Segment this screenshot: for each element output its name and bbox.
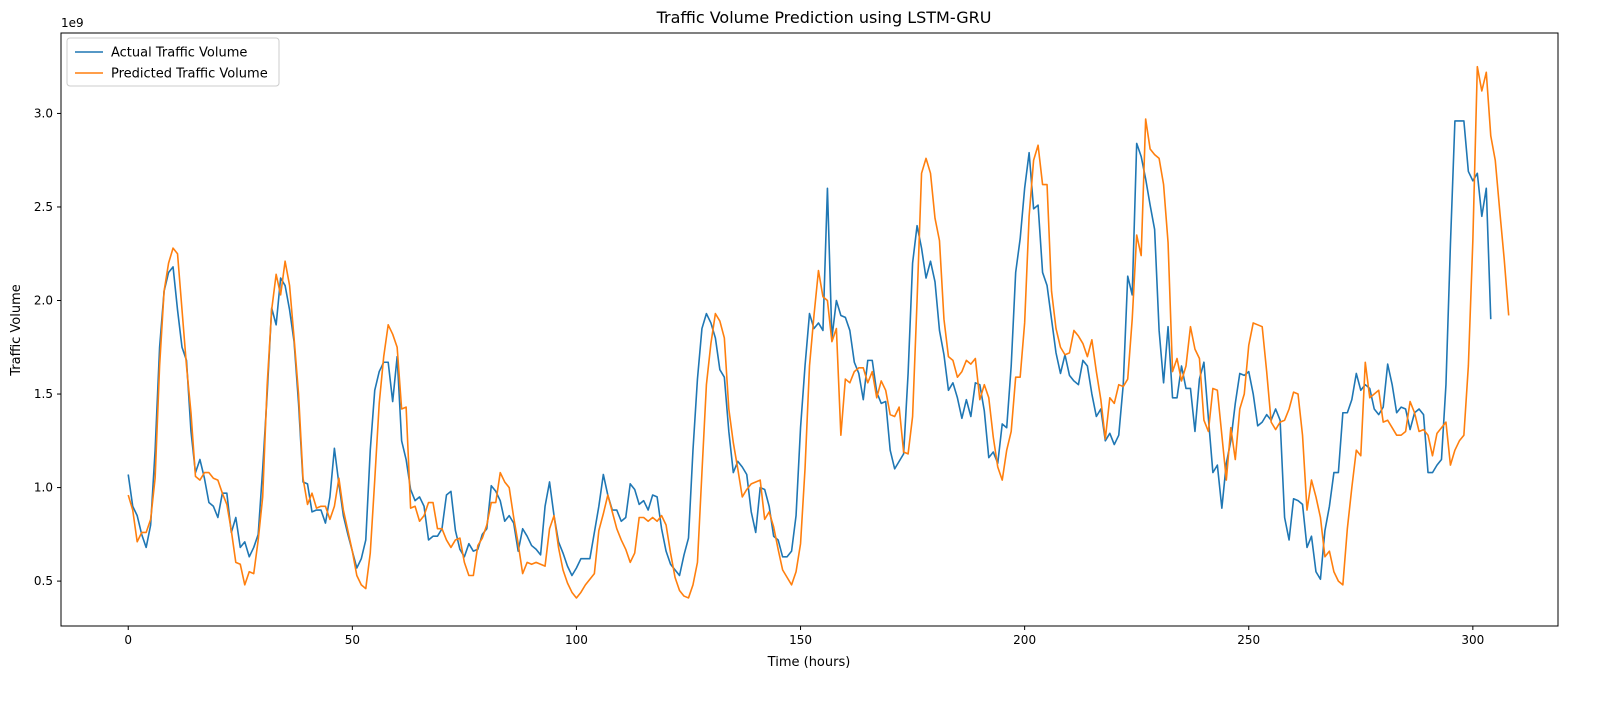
y-tick-label: 0.5 xyxy=(34,574,53,588)
x-tick-label: 300 xyxy=(1461,633,1484,647)
y-tick-label: 2.5 xyxy=(34,200,53,214)
legend-box xyxy=(66,37,280,87)
x-tick-label: 150 xyxy=(789,633,812,647)
y-axis-label: Traffic Volume xyxy=(9,284,24,377)
legend-label-predicted: Predicted Traffic Volume xyxy=(111,67,268,82)
x-tick-label: 250 xyxy=(1237,633,1260,647)
x-tick-label: 50 xyxy=(345,633,360,647)
y-tick-label: 1.5 xyxy=(34,387,53,401)
series-line-predicted xyxy=(127,65,1510,599)
y-tick-label: 1.0 xyxy=(34,481,53,495)
x-tick-label: 0 xyxy=(124,633,132,647)
x-tick-label: 100 xyxy=(565,633,588,647)
plot-frame xyxy=(60,32,1559,627)
y-offset-label: 1e9 xyxy=(61,16,84,30)
x-axis-label: Time (hours) xyxy=(767,655,851,670)
plot-area: 0 50 100 150 200 250 300 0.5 1.0 1.5 2.0 2.5 3.0 Actu… xyxy=(34,32,1559,647)
y-tick-label: 3.0 xyxy=(34,106,53,120)
chart-title: Traffic Volume Prediction using LSTM-GRU xyxy=(656,8,992,27)
series-line-actual xyxy=(127,120,1492,581)
legend-label-actual: Actual Traffic Volume xyxy=(111,46,247,61)
x-tick-label: 200 xyxy=(1013,633,1036,647)
y-tick-label: 2.0 xyxy=(34,294,53,308)
